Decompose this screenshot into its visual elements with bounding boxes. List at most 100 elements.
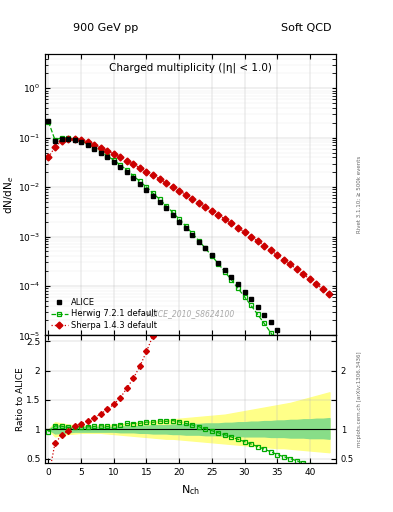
Herwig 7.2.1 default [275, 339, 279, 345]
ALICE [275, 327, 279, 333]
Herwig 7.2.1 default [203, 245, 208, 251]
Herwig 7.2.1 default [242, 294, 247, 300]
Herwig 7.2.1 default [209, 253, 214, 259]
Sherpa 1.4.3 default [131, 161, 136, 167]
Sherpa 1.4.3 default [209, 207, 214, 214]
Sherpa 1.4.3 default [222, 216, 227, 222]
ALICE [301, 359, 306, 366]
ALICE [125, 169, 129, 175]
Y-axis label: dN/dN$_e$: dN/dN$_e$ [3, 175, 17, 214]
ALICE [79, 139, 83, 145]
Herwig 7.2.1 default [262, 321, 266, 327]
Herwig 7.2.1 default [288, 358, 293, 364]
Herwig 7.2.1 default [236, 285, 241, 291]
ALICE [92, 145, 97, 152]
ALICE [236, 281, 241, 287]
Herwig 7.2.1 default [222, 269, 227, 275]
Sherpa 1.4.3 default [229, 220, 234, 226]
ALICE [118, 163, 123, 169]
ALICE [138, 181, 142, 187]
Sherpa 1.4.3 default [242, 229, 247, 235]
Sherpa 1.4.3 default [79, 137, 83, 143]
ALICE [255, 304, 260, 310]
Sherpa 1.4.3 default [288, 262, 293, 268]
ALICE [157, 199, 162, 205]
Sherpa 1.4.3 default [314, 281, 319, 287]
Sherpa 1.4.3 default [151, 172, 155, 178]
Line: Sherpa 1.4.3 default: Sherpa 1.4.3 default [46, 136, 332, 296]
Sherpa 1.4.3 default [66, 136, 70, 142]
Sherpa 1.4.3 default [321, 286, 325, 292]
Herwig 7.2.1 default [92, 144, 97, 151]
Herwig 7.2.1 default [138, 178, 142, 184]
Sherpa 1.4.3 default [144, 168, 149, 175]
Herwig 7.2.1 default [327, 420, 332, 426]
Sherpa 1.4.3 default [203, 203, 208, 209]
Sherpa 1.4.3 default [72, 136, 77, 142]
ALICE [177, 219, 182, 225]
Sherpa 1.4.3 default [190, 196, 195, 202]
Herwig 7.2.1 default [301, 378, 306, 384]
ALICE [262, 311, 266, 317]
X-axis label: N$_{\rm ch}$: N$_{\rm ch}$ [181, 483, 200, 497]
Sherpa 1.4.3 default [59, 138, 64, 144]
Sherpa 1.4.3 default [118, 154, 123, 160]
ALICE [281, 335, 286, 341]
ALICE [249, 296, 253, 302]
Herwig 7.2.1 default [53, 137, 57, 143]
Sherpa 1.4.3 default [105, 147, 110, 154]
ALICE [66, 136, 70, 142]
ALICE [216, 260, 221, 266]
Text: Soft QCD: Soft QCD [281, 23, 332, 33]
Herwig 7.2.1 default [105, 153, 110, 159]
Sherpa 1.4.3 default [281, 257, 286, 263]
Sherpa 1.4.3 default [184, 191, 188, 198]
Herwig 7.2.1 default [196, 238, 201, 244]
ALICE [321, 385, 325, 391]
Herwig 7.2.1 default [229, 277, 234, 283]
Herwig 7.2.1 default [281, 349, 286, 355]
Herwig 7.2.1 default [79, 138, 83, 144]
ALICE [294, 351, 299, 357]
Herwig 7.2.1 default [112, 157, 116, 163]
ALICE [105, 154, 110, 160]
ALICE [112, 158, 116, 164]
ALICE [46, 118, 51, 124]
ALICE [268, 319, 273, 325]
Text: ALICE_2010_S8624100: ALICE_2010_S8624100 [147, 309, 235, 318]
Herwig 7.2.1 default [255, 311, 260, 317]
Sherpa 1.4.3 default [53, 144, 57, 150]
ALICE [164, 205, 169, 211]
Herwig 7.2.1 default [66, 135, 70, 141]
ALICE [209, 252, 214, 259]
Sherpa 1.4.3 default [164, 180, 169, 186]
ALICE [151, 193, 155, 199]
Sherpa 1.4.3 default [196, 200, 201, 206]
Legend: ALICE, Herwig 7.2.1 default, Sherpa 1.4.3 default: ALICE, Herwig 7.2.1 default, Sherpa 1.4.… [50, 296, 159, 331]
Herwig 7.2.1 default [294, 368, 299, 374]
Sherpa 1.4.3 default [216, 212, 221, 218]
Sherpa 1.4.3 default [92, 142, 97, 148]
Herwig 7.2.1 default [268, 330, 273, 336]
Sherpa 1.4.3 default [249, 233, 253, 240]
ALICE [288, 343, 293, 349]
Herwig 7.2.1 default [164, 203, 169, 209]
ALICE [314, 376, 319, 382]
ALICE [85, 142, 90, 148]
Line: Herwig 7.2.1 default: Herwig 7.2.1 default [46, 119, 332, 425]
ALICE [242, 289, 247, 295]
ALICE [53, 138, 57, 144]
Sherpa 1.4.3 default [294, 266, 299, 272]
Sherpa 1.4.3 default [301, 271, 306, 278]
Herwig 7.2.1 default [321, 409, 325, 415]
Herwig 7.2.1 default [307, 388, 312, 394]
ALICE [72, 137, 77, 143]
ALICE [190, 232, 195, 238]
ALICE [229, 274, 234, 280]
Herwig 7.2.1 default [98, 148, 103, 155]
ALICE [307, 368, 312, 374]
ALICE [131, 175, 136, 181]
Sherpa 1.4.3 default [112, 151, 116, 157]
Sherpa 1.4.3 default [275, 252, 279, 258]
ALICE [98, 150, 103, 156]
